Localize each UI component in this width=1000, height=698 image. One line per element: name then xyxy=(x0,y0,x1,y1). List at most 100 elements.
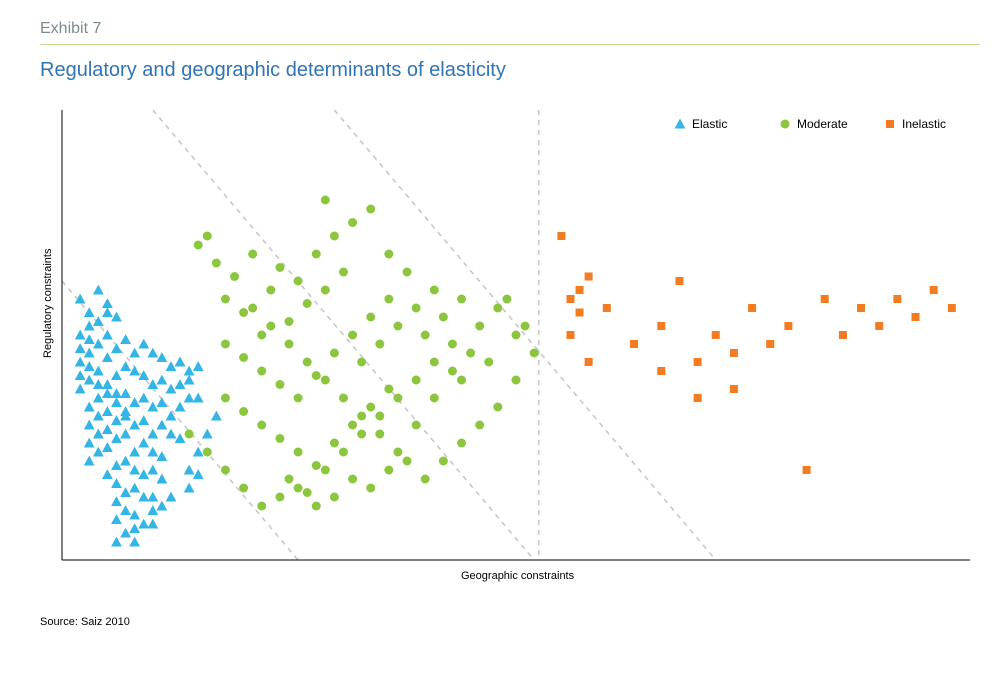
marker-circle xyxy=(294,277,303,286)
legend-label: Inelastic xyxy=(902,117,946,131)
marker-triangle xyxy=(93,393,104,403)
marker-circle xyxy=(530,349,539,358)
marker-circle xyxy=(493,403,502,412)
marker-circle xyxy=(239,407,248,416)
marker-circle xyxy=(375,412,384,421)
marker-circle xyxy=(257,331,266,340)
marker-circle xyxy=(393,322,402,331)
marker-circle xyxy=(348,475,357,484)
marker-circle xyxy=(366,484,375,493)
marker-circle xyxy=(248,250,257,259)
marker-circle xyxy=(384,466,393,475)
marker-circle xyxy=(248,304,257,313)
marker-triangle xyxy=(175,433,186,443)
marker-circle xyxy=(466,349,475,358)
legend-label: Moderate xyxy=(797,117,848,131)
marker-triangle xyxy=(147,348,158,358)
marker-square xyxy=(630,340,638,348)
marker-square xyxy=(603,304,611,312)
marker-square xyxy=(566,331,574,339)
marker-circle xyxy=(393,394,402,403)
marker-triangle xyxy=(147,447,158,457)
marker-triangle xyxy=(84,307,95,317)
marker-triangle xyxy=(111,312,122,322)
marker-triangle xyxy=(84,456,95,466)
marker-square xyxy=(821,295,829,303)
marker-square xyxy=(730,349,738,357)
marker-square xyxy=(803,466,811,474)
marker-triangle xyxy=(93,316,104,326)
marker-triangle xyxy=(147,505,158,515)
marker-circle xyxy=(294,394,303,403)
marker-square xyxy=(585,273,593,281)
marker-triangle xyxy=(120,505,131,515)
marker-circle xyxy=(384,295,393,304)
marker-circle xyxy=(257,421,266,430)
marker-triangle xyxy=(193,447,204,457)
marker-triangle xyxy=(111,514,122,524)
marker-triangle xyxy=(120,361,131,371)
marker-circle xyxy=(294,484,303,493)
marker-circle xyxy=(357,412,366,421)
marker-circle xyxy=(439,457,448,466)
marker-square xyxy=(712,331,720,339)
marker-triangle xyxy=(156,474,167,484)
marker-triangle xyxy=(675,119,686,129)
marker-triangle xyxy=(156,397,167,407)
marker-circle xyxy=(312,502,321,511)
marker-square xyxy=(557,232,565,240)
marker-circle xyxy=(257,367,266,376)
marker-triangle xyxy=(138,469,149,479)
marker-square xyxy=(730,385,738,393)
marker-triangle xyxy=(193,361,204,371)
marker-triangle xyxy=(129,523,140,533)
marker-square xyxy=(675,277,683,285)
marker-triangle xyxy=(129,348,140,358)
marker-triangle xyxy=(93,447,104,457)
marker-circle xyxy=(321,466,330,475)
marker-triangle xyxy=(84,334,95,344)
marker-square xyxy=(784,322,792,330)
marker-circle xyxy=(275,493,284,502)
marker-triangle xyxy=(166,411,177,421)
marker-triangle xyxy=(102,330,113,340)
marker-triangle xyxy=(175,402,186,412)
marker-circle xyxy=(348,218,357,227)
marker-triangle xyxy=(102,406,113,416)
marker-triangle xyxy=(111,496,122,506)
exhibit-label: Exhibit 7 xyxy=(40,20,980,38)
marker-square xyxy=(893,295,901,303)
marker-triangle xyxy=(93,411,104,421)
marker-circle xyxy=(421,331,430,340)
marker-circle xyxy=(457,376,466,385)
marker-triangle xyxy=(147,519,158,529)
marker-circle xyxy=(321,196,330,205)
marker-circle xyxy=(348,331,357,340)
marker-triangle xyxy=(120,528,131,538)
marker-square xyxy=(566,295,574,303)
marker-triangle xyxy=(102,379,113,389)
marker-triangle xyxy=(156,420,167,430)
marker-circle xyxy=(366,403,375,412)
marker-triangle xyxy=(93,339,104,349)
marker-triangle xyxy=(156,451,167,461)
marker-square xyxy=(875,322,883,330)
marker-circle xyxy=(230,272,239,281)
marker-circle xyxy=(339,448,348,457)
diagonal-guide xyxy=(334,110,715,560)
marker-circle xyxy=(212,259,221,268)
marker-triangle xyxy=(147,492,158,502)
marker-square xyxy=(912,313,920,321)
marker-circle xyxy=(312,461,321,470)
marker-circle xyxy=(221,340,230,349)
legend-item: Inelastic xyxy=(886,117,946,131)
y-axis-label: Regulatory constraints xyxy=(42,248,54,357)
marker-circle xyxy=(221,466,230,475)
marker-circle xyxy=(457,439,466,448)
marker-triangle xyxy=(102,424,113,434)
marker-circle xyxy=(330,349,339,358)
marker-circle xyxy=(430,286,439,295)
marker-triangle xyxy=(138,415,149,425)
marker-triangle xyxy=(120,334,131,344)
marker-square xyxy=(585,358,593,366)
